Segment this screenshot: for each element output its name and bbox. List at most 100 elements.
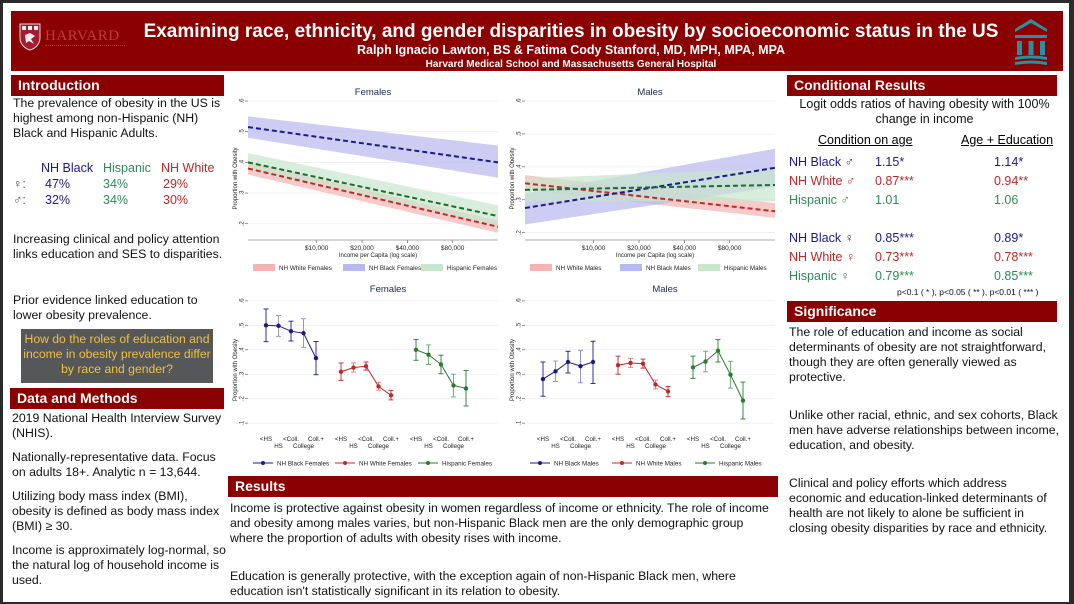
value-condition-on-age: 0.79*** [875,269,914,283]
x-tick-label: College [293,443,315,450]
data-point [376,384,381,389]
odds-table-row: NH White ♂ 0.87*** 0.94** [787,174,1062,192]
legend-marker [343,461,347,465]
y-tick-label: .2 [517,230,523,236]
y-tick-label: .2 [517,396,523,402]
female-nh-black: 47% [45,177,71,191]
chart-education-females: Females .1 .2 .3 .4 .5 .6 Proportion with Obesi… [228,278,508,473]
data-point [715,348,721,353]
legend-label: Hispanic Males [724,265,767,272]
y-tick-label: .5 [240,129,246,135]
value-age-education: 0.94** [994,174,1029,188]
data-point [313,355,319,361]
col-hispanic: Hispanic [103,161,151,175]
data-point [615,362,621,368]
data-point [463,386,469,391]
x-tick-label: <HS [410,436,422,443]
y-tick-label: .4 [240,347,246,353]
y-tick-label: .4 [517,347,523,353]
odds-table-row: NH Black ♂ 1.15* 1.14* [787,155,1062,173]
chart-title: Females [370,284,407,295]
data-point [263,323,269,328]
x-tick-label: <HS [537,436,549,443]
introduction-p2: Increasing clinical and policy attention… [13,232,223,261]
x-axis-label: Income per Capita (log scale) [339,253,417,259]
value-condition-on-age: 1.01 [875,193,900,207]
legend-marker [426,461,430,465]
legend-swatch [698,264,720,271]
chart-education-males: Males .1 .2 .3 .4 .5 .6 Proportion with Obesity… [505,278,785,473]
x-tick-label: HS [274,443,283,450]
y-tick-label: .1 [240,420,246,426]
poster-authors: Ralph Ignacio Lawton, BS & Fatima Cody S… [356,43,786,57]
col-nh-white: NH White [161,161,215,175]
conditional-heading: Conditional Results [787,75,1057,96]
x-tick-label: College [645,443,667,450]
x-tick-label: <Coll. [433,436,449,443]
x-tick-label: <HS [260,436,272,443]
results-text: Income is protective against obesity in … [230,501,780,602]
prevalence-row-female: ♀: 47% 34% 29% [13,176,228,192]
legend-label: NH Black Males [554,461,599,468]
methods-p3: Utilizing body mass index (BMI), obesity… [12,489,220,533]
col-condition-on-age: Condition on age [818,133,913,147]
legend-swatch [343,264,365,271]
x-tick-label: $80,000 [441,245,465,252]
data-point [665,389,671,394]
legend-swatch [421,264,443,271]
data-point [426,352,431,357]
x-tick-label: <HS [687,436,699,443]
x-tick-label: $10,000 [305,245,329,252]
y-axis-label: Proportion with Obesity [510,147,516,209]
prevalence-table: NH Black Hispanic NH White ♀: 47% 34% 29… [13,160,228,208]
y-tick-label: .3 [240,190,246,196]
data-point [388,393,394,398]
data-point [640,361,646,366]
y-tick-label: .4 [240,159,246,165]
value-condition-on-age: 0.73*** [875,250,914,264]
methods-heading: Data and Methods [10,388,224,409]
data-point [276,323,281,329]
value-condition-on-age: 0.87*** [875,174,914,188]
legend-marker [538,461,542,465]
data-point [351,365,356,370]
y-axis-label: Proportion with Obesity [510,339,516,401]
data-point [703,359,708,364]
chart-income-females: Females .2 .3 .4 .5 .6 $10,000 $20,000 $40,000 $8… [228,78,508,278]
col-nh-black: NH Black [41,161,94,175]
methods-p4: Income is approximately log-normal, so t… [12,543,226,587]
x-tick-label: College [720,443,742,450]
legend-swatch [530,264,552,271]
x-tick-label: <Coll. [283,436,299,443]
value-age-education: 1.14* [994,155,1024,169]
legend-marker [261,461,265,465]
y-tick-label: .6 [517,298,523,304]
fit-line [524,182,776,213]
x-tick-label: Coll.+ [308,436,324,443]
odds-table-row: NH White ♀ 0.73*** 0.78*** [787,250,1062,268]
data-point [728,372,733,377]
y-tick-label: .3 [240,371,246,377]
significance-footnote: p<0.1 ( * ), p<0.05 ( ** ), p<0.01 ( ***… [897,287,1039,297]
row-label: NH Black ♀ [789,231,854,245]
data-point [553,369,558,374]
confidence-band [525,168,775,202]
data-point [565,359,571,365]
methods-p1: 2019 National Health Interview Survey (N… [12,411,222,440]
y-axis-label: Proportion with Obesity [233,339,239,401]
poster-header: HARVARD Examining race, ethnicity, and g… [11,11,1063,71]
methods-text: 2019 National Health Interview Survey (N… [12,411,226,597]
x-tick-label: <HS [612,436,624,443]
introduction-p3: Prior evidence linked education to lower… [13,293,198,322]
chart-title: Males [652,284,678,295]
x-tick-label: College [570,443,592,450]
prevalence-row-male: ♂: 32% 34% 30% [13,192,228,208]
results-p2: Education is generally protective, with … [230,569,736,598]
value-age-education: 1.06 [994,193,1019,207]
y-tick-label: .2 [240,396,246,402]
research-question-box: How do the roles of education and income… [21,329,213,383]
x-axis-label: Income per Capita (log scale) [616,253,694,259]
legend-swatch [620,264,642,271]
x-tick-label: <HS [335,436,347,443]
x-tick-label: $20,000 [627,245,651,252]
